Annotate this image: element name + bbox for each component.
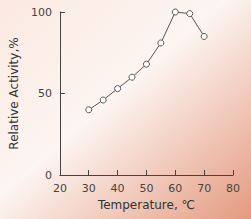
svg-text:70: 70	[197, 182, 211, 195]
svg-text:60: 60	[168, 182, 182, 195]
svg-text:50: 50	[139, 182, 153, 195]
svg-text:20: 20	[53, 182, 67, 195]
svg-text:30: 30	[82, 182, 96, 195]
svg-text:50: 50	[38, 87, 52, 100]
svg-text:Relative Activity,%: Relative Activity,%	[7, 37, 21, 149]
svg-text:Temperature, ℃: Temperature, ℃	[97, 198, 195, 212]
svg-text:0: 0	[45, 169, 52, 182]
svg-text:80: 80	[226, 182, 240, 195]
svg-text:100: 100	[31, 6, 52, 19]
svg-text:40: 40	[111, 182, 125, 195]
